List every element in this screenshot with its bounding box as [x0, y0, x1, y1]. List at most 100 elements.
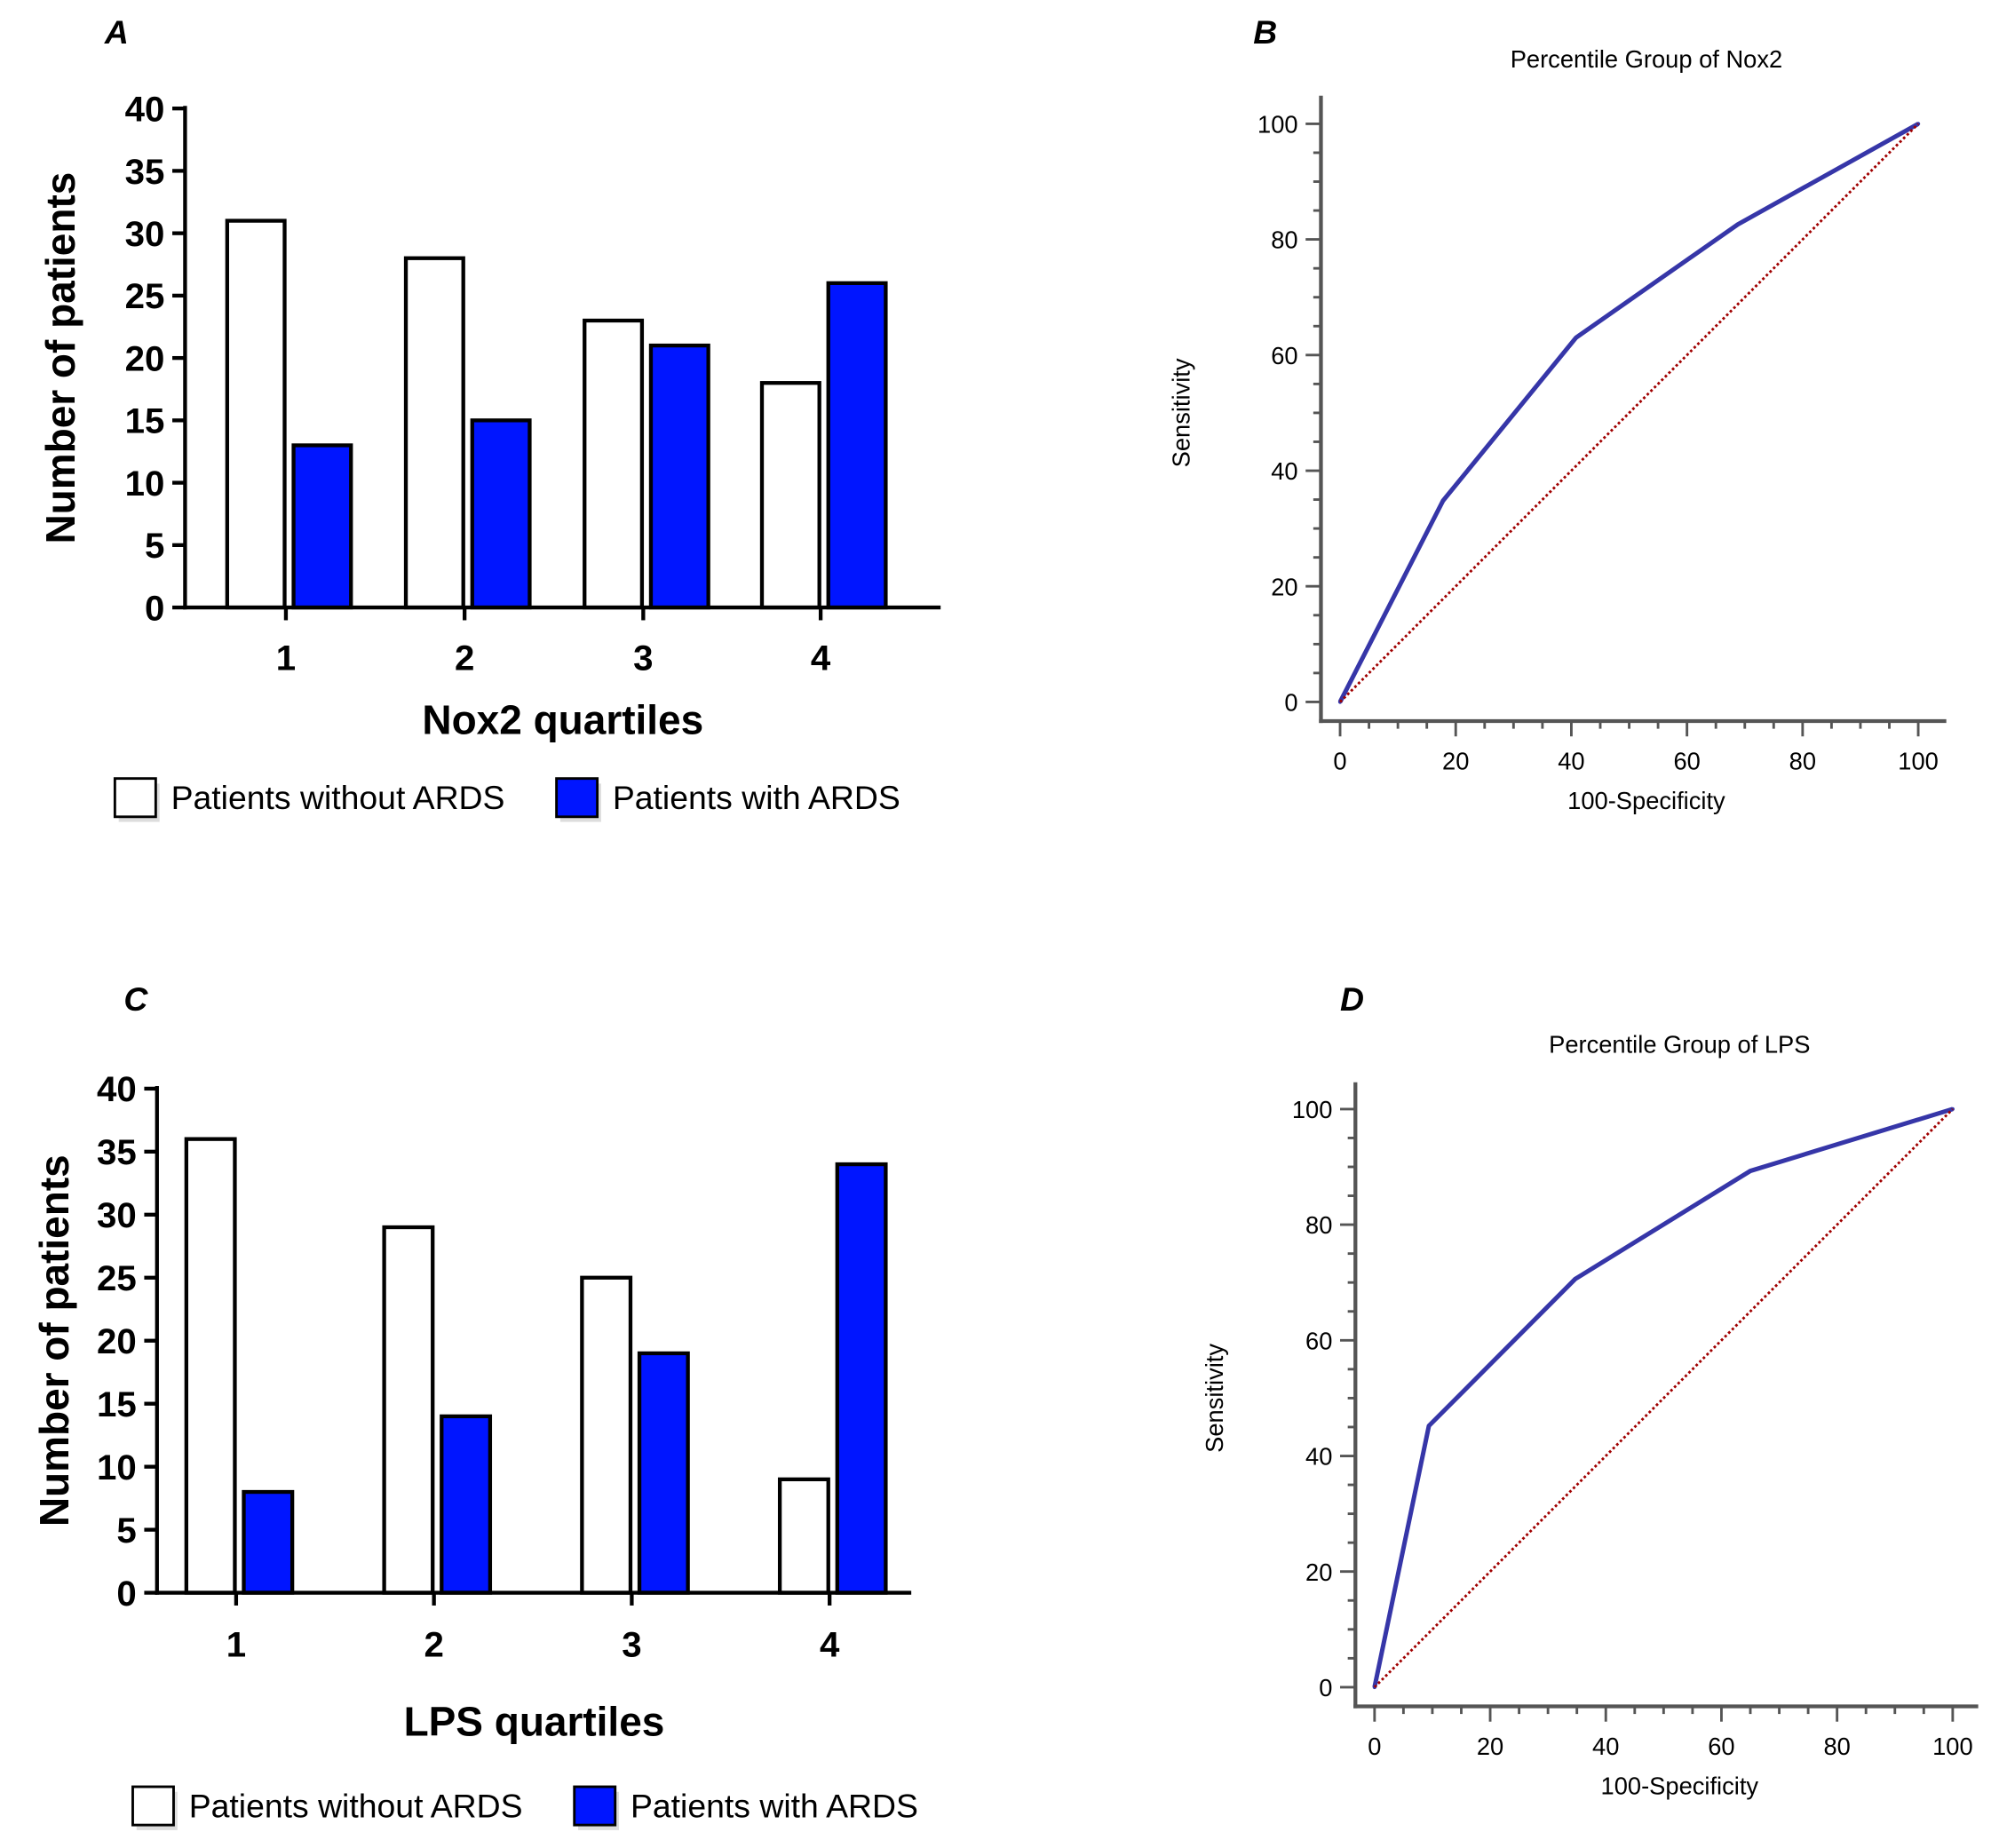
x-tick-label: 20 — [1477, 1733, 1503, 1760]
y-tick-label: 0 — [1284, 688, 1297, 716]
y-tick-label: 80 — [1305, 1211, 1332, 1239]
y-tick-label: 80 — [1271, 226, 1297, 254]
roc-point — [1735, 222, 1741, 226]
y-tick-label: 20 — [97, 1321, 137, 1361]
y-tick-label: 40 — [125, 90, 165, 130]
panel-label-d: D — [1340, 980, 1364, 1018]
x-tick-label: 3 — [633, 638, 653, 678]
x-tick-label: 100 — [1932, 1733, 1973, 1760]
legend-label: Patients with ARDS — [613, 779, 900, 816]
legend-swatch-with-ards — [573, 1785, 617, 1827]
bar-without-ards — [225, 218, 287, 610]
bar-chart-a: 0 5 10 15 20 25 30 35 40 1 2 3 4 Nox2 quartiles Number… — [37, 90, 941, 822]
y-tick-label: 0 — [1319, 1674, 1332, 1701]
x-axis-title: 100-Specificity — [1567, 787, 1725, 814]
x-axis-title: 100-Specificity — [1601, 1773, 1759, 1800]
bar-with-ards — [470, 418, 532, 610]
bar-without-ards — [777, 1477, 830, 1595]
x-tick-label: 40 — [1592, 1733, 1619, 1760]
y-tick-label: 5 — [145, 526, 164, 566]
x-axis-title: Nox2 quartiles — [422, 696, 703, 742]
y-tick-label: 20 — [1305, 1559, 1332, 1586]
roc-point — [1440, 498, 1446, 504]
y-tick-label: 25 — [97, 1258, 137, 1298]
y-axis-title: Number of patients — [37, 172, 83, 544]
legend-swatch-without-ards — [131, 1785, 175, 1827]
x-tick-label: 1 — [276, 638, 296, 678]
roc-point — [1426, 1424, 1432, 1428]
y-tick-label: 15 — [125, 401, 165, 441]
y-tick-label: 60 — [1305, 1327, 1332, 1354]
legend-label: Patients without ARDS — [189, 1788, 523, 1825]
bar-without-ards — [759, 381, 821, 610]
y-tick-label: 20 — [1271, 573, 1297, 600]
panel-label-c: C — [123, 980, 148, 1018]
bar-without-ards — [583, 318, 645, 610]
y-tick-label: 35 — [125, 152, 165, 192]
y-axis-title: Number of patients — [31, 1154, 77, 1527]
y-tick-label: 0 — [116, 1574, 136, 1614]
x-tick-label: 0 — [1333, 748, 1346, 775]
y-tick-label: 60 — [1271, 342, 1297, 369]
x-tick-label: 60 — [1673, 748, 1700, 775]
x-tick-label: 4 — [811, 638, 831, 678]
bar-without-ards — [382, 1225, 435, 1595]
y-tick-label: 30 — [125, 214, 165, 254]
x-tick-label: 1 — [226, 1624, 246, 1664]
legend: Patients without ARDS Patients with ARDS — [113, 777, 900, 822]
chart-title: Percentile Group of LPS — [1549, 1031, 1810, 1059]
bar-without-ards — [184, 1137, 237, 1595]
x-tick-label: 0 — [1368, 1733, 1381, 1760]
y-tick-label: 15 — [97, 1384, 137, 1424]
legend-swatch-without-ards — [113, 777, 157, 819]
roc-point — [1748, 1169, 1753, 1173]
roc-point — [1916, 122, 1921, 126]
y-tick-label: 10 — [125, 464, 165, 504]
bar-without-ards — [403, 256, 465, 610]
y-tick-label: 5 — [116, 1511, 136, 1551]
y-tick-label: 25 — [125, 276, 165, 316]
x-tick-label: 100 — [1898, 748, 1939, 775]
roc-point — [1574, 336, 1578, 340]
bar-with-ards — [242, 1489, 295, 1595]
panel-label-b: B — [1253, 13, 1277, 51]
bar-with-ards — [835, 1162, 888, 1595]
bar-with-ards — [440, 1414, 493, 1595]
y-tick-label: 40 — [1305, 1443, 1332, 1471]
x-tick-label: 60 — [1708, 1733, 1734, 1760]
bar-with-ards — [648, 343, 710, 610]
y-tick-label: 100 — [1257, 110, 1298, 138]
legend-label: Patients without ARDS — [171, 779, 505, 816]
x-tick-label: 80 — [1823, 1733, 1850, 1760]
bar-with-ards — [291, 443, 353, 610]
x-axis-title: LPS quartiles — [404, 1699, 665, 1745]
chart-title: Percentile Group of Nox2 — [1511, 45, 1783, 73]
legend-label: Patients with ARDS — [631, 1788, 918, 1825]
legend-swatch-with-ards — [555, 777, 599, 819]
x-tick-label: 3 — [622, 1624, 641, 1664]
roc-chart-d: 0 20 40 60 80 100 0 20 40 60 80 100 Percentile Group… — [1201, 1031, 1979, 1800]
y-tick-label: 40 — [1271, 457, 1297, 485]
x-tick-label: 40 — [1558, 748, 1584, 775]
panel-label-a: A — [104, 13, 129, 51]
y-tick-label: 0 — [145, 588, 164, 628]
y-axis-title: Sensitivity — [1167, 358, 1194, 467]
bar-without-ards — [580, 1275, 633, 1595]
x-tick-label: 4 — [820, 1624, 840, 1664]
reference-diagonal-line — [1373, 1107, 1954, 1688]
bar-with-ards — [637, 1351, 690, 1595]
y-axis-title: Sensitivity — [1201, 1344, 1228, 1453]
legend: Patients without ARDS Patients with ARDS — [131, 1785, 918, 1830]
roc-point — [1573, 1277, 1577, 1281]
roc-chart-b: 0 20 40 60 80 100 0 20 40 60 80 100 Percentile Group… — [1167, 45, 1947, 814]
x-tick-label: 80 — [1789, 748, 1816, 775]
bar-chart-c: 0 5 10 15 20 25 30 35 40 1 2 3 4 LPS quartiles Number … — [31, 1069, 918, 1830]
y-tick-label: 100 — [1292, 1096, 1333, 1123]
bar-with-ards — [826, 281, 888, 610]
reference-diagonal-line — [1339, 123, 1920, 703]
y-tick-label: 35 — [97, 1132, 137, 1172]
y-tick-label: 30 — [97, 1195, 137, 1235]
y-tick-label: 10 — [97, 1447, 137, 1487]
x-tick-label: 2 — [455, 638, 474, 678]
